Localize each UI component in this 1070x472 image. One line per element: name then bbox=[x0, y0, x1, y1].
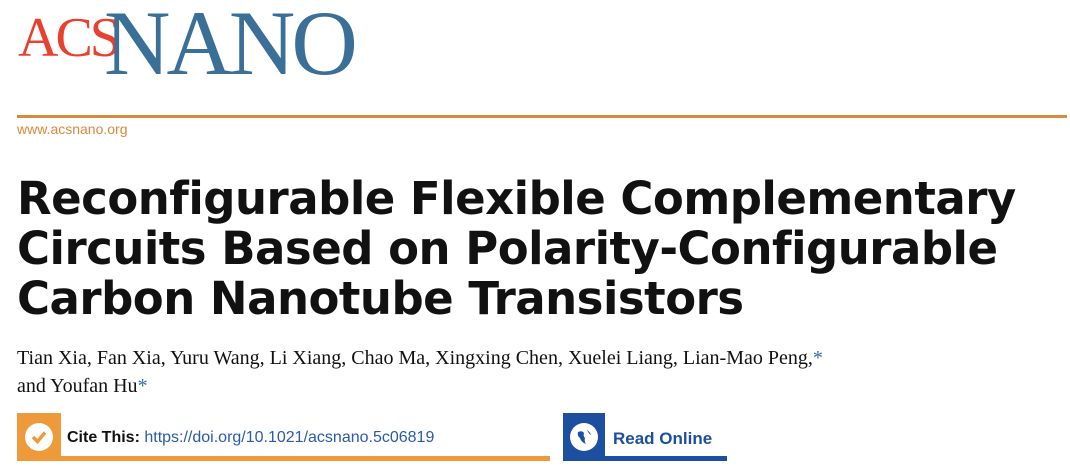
author-list: Tian Xia, Fan Xia, Yuru Wang, Li Xiang, … bbox=[17, 344, 1067, 400]
cite-label: Cite This: bbox=[67, 429, 140, 446]
globe-icon bbox=[563, 413, 605, 461]
cite-this-box: Cite This: https://doi.org/10.1021/acsna… bbox=[17, 413, 550, 461]
read-online-button[interactable]: Read Online bbox=[563, 413, 727, 461]
header-rule bbox=[17, 115, 1067, 118]
logo-acs: ACS bbox=[18, 7, 121, 69]
article-title: Reconfigurable Flexible Complementary Ci… bbox=[17, 174, 1016, 324]
authors-line-1: Tian Xia, Fan Xia, Yuru Wang, Li Xiang, … bbox=[17, 347, 813, 369]
checkmark-icon bbox=[17, 413, 61, 461]
title-line: Carbon Nanotube Transistors bbox=[17, 272, 744, 325]
journal-url[interactable]: www.acsnano.org bbox=[17, 121, 128, 137]
read-online-label: Read Online bbox=[613, 429, 713, 448]
doi-link[interactable]: https://doi.org/10.1021/acsnano.5c06819 bbox=[144, 429, 435, 446]
corresponding-author-mark[interactable]: * bbox=[137, 375, 148, 397]
logo-nano: NANO bbox=[104, 0, 358, 94]
corresponding-author-mark[interactable]: * bbox=[812, 347, 823, 369]
authors-line-2: and Youfan Hu bbox=[17, 375, 138, 397]
title-line: Circuits Based on Polarity-Configurable bbox=[17, 222, 998, 275]
title-line: Reconfigurable Flexible Complementary bbox=[17, 172, 1016, 225]
